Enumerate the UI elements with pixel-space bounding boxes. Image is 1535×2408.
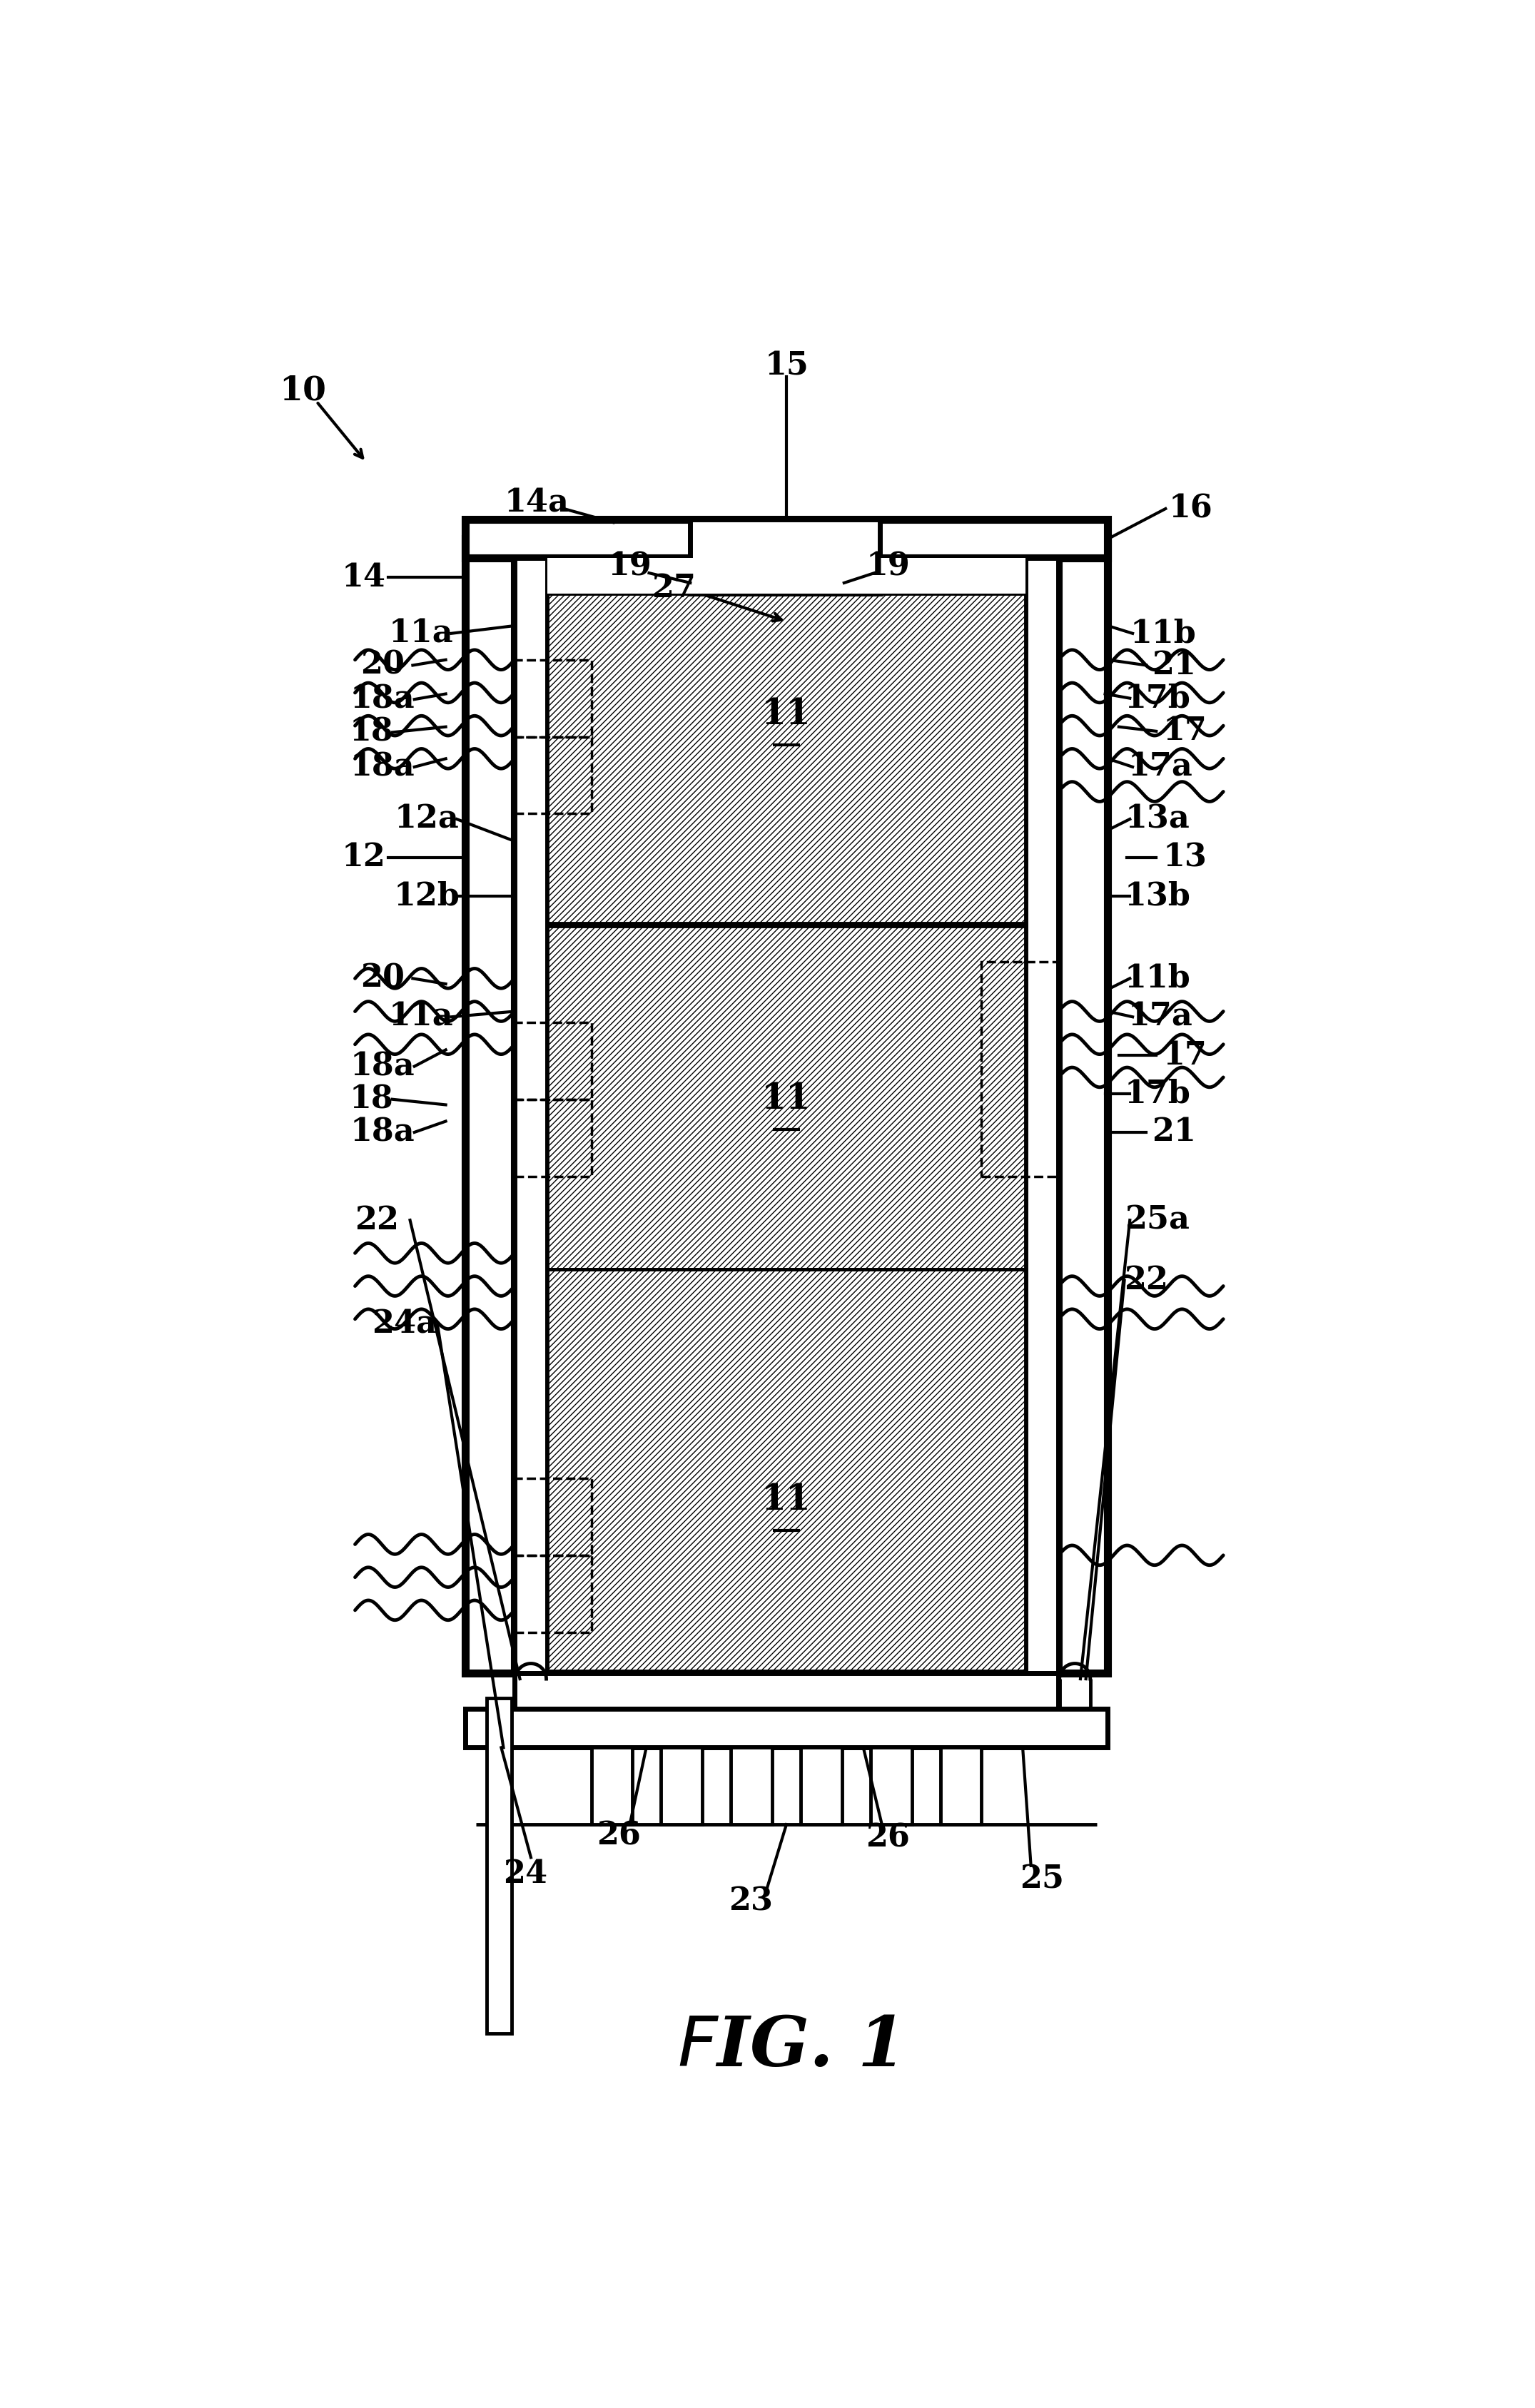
Text: 21: 21: [1151, 1117, 1196, 1149]
Text: 19: 19: [866, 551, 910, 583]
Text: 17: 17: [1162, 715, 1207, 746]
Bar: [662, 1748, 703, 1825]
Text: 20: 20: [361, 650, 405, 681]
Bar: [548, 927, 1025, 1269]
Bar: [981, 961, 1059, 1175]
Text: 11b: 11b: [1124, 963, 1191, 995]
Bar: [514, 737, 591, 814]
Text: 27: 27: [652, 573, 695, 604]
Text: 16: 16: [1168, 494, 1213, 525]
Text: 11: 11: [761, 1483, 812, 1517]
Text: 12b: 12b: [393, 881, 459, 910]
Text: 17: 17: [1162, 1040, 1207, 1072]
Text: 17b: 17b: [1124, 1079, 1191, 1110]
Bar: [465, 1710, 1108, 1748]
Bar: [514, 1556, 591, 1633]
Text: 11: 11: [761, 698, 812, 732]
Text: 17b: 17b: [1124, 684, 1191, 713]
Bar: [941, 1748, 981, 1825]
Text: 13: 13: [1162, 843, 1207, 874]
Text: 22: 22: [1124, 1264, 1168, 1296]
Text: 19: 19: [608, 551, 652, 583]
Text: 11a: 11a: [388, 619, 453, 648]
Text: 11a: 11a: [388, 1002, 453, 1033]
Text: 18: 18: [350, 718, 393, 746]
Text: 25a: 25a: [1125, 1204, 1190, 1235]
Text: 10: 10: [279, 373, 327, 407]
Text: 13b: 13b: [1124, 881, 1191, 910]
Text: 11: 11: [761, 1081, 812, 1117]
Bar: [465, 520, 1108, 559]
Text: 25: 25: [1019, 1864, 1064, 1895]
Bar: [731, 1748, 772, 1825]
Bar: [514, 559, 548, 1674]
Bar: [487, 1698, 511, 2032]
Text: 18a: 18a: [350, 1117, 414, 1149]
Text: 18: 18: [350, 1084, 393, 1115]
Text: 18a: 18a: [350, 684, 414, 715]
Text: 15: 15: [764, 352, 809, 380]
Text: 20: 20: [361, 963, 405, 995]
Bar: [514, 1674, 1059, 1710]
Text: 23: 23: [729, 1885, 772, 1917]
Bar: [801, 1748, 841, 1825]
Bar: [548, 1269, 1025, 1671]
Text: 24a: 24a: [371, 1310, 437, 1339]
Bar: [1059, 539, 1108, 1674]
Text: 26: 26: [866, 1823, 910, 1854]
Text: 17a: 17a: [1128, 1002, 1193, 1033]
Text: 12a: 12a: [394, 804, 459, 836]
Text: 18a: 18a: [350, 751, 414, 783]
Text: 22: 22: [355, 1204, 399, 1235]
Bar: [514, 1023, 591, 1100]
Bar: [591, 1748, 632, 1825]
Text: 18a: 18a: [350, 1050, 414, 1081]
Text: 17a: 17a: [1128, 751, 1193, 783]
Bar: [514, 660, 591, 737]
Bar: [870, 1748, 912, 1825]
Bar: [691, 520, 880, 595]
Bar: [548, 595, 1025, 925]
Bar: [465, 539, 514, 1674]
Text: 12: 12: [341, 843, 385, 874]
Text: 24: 24: [503, 1859, 548, 1890]
Bar: [514, 1479, 591, 1556]
Text: 14a: 14a: [503, 489, 569, 518]
Text: 21: 21: [1151, 650, 1196, 681]
Bar: [548, 559, 1025, 595]
Text: 14: 14: [341, 561, 385, 592]
Bar: [1025, 559, 1059, 1674]
Text: 11b: 11b: [1130, 619, 1196, 648]
Text: 13a: 13a: [1125, 804, 1190, 836]
Bar: [514, 559, 1059, 595]
Text: $\mathit{F}$IG. 1: $\mathit{F}$IG. 1: [677, 2013, 896, 2081]
Bar: [514, 1100, 591, 1175]
Text: 26: 26: [597, 1820, 642, 1852]
